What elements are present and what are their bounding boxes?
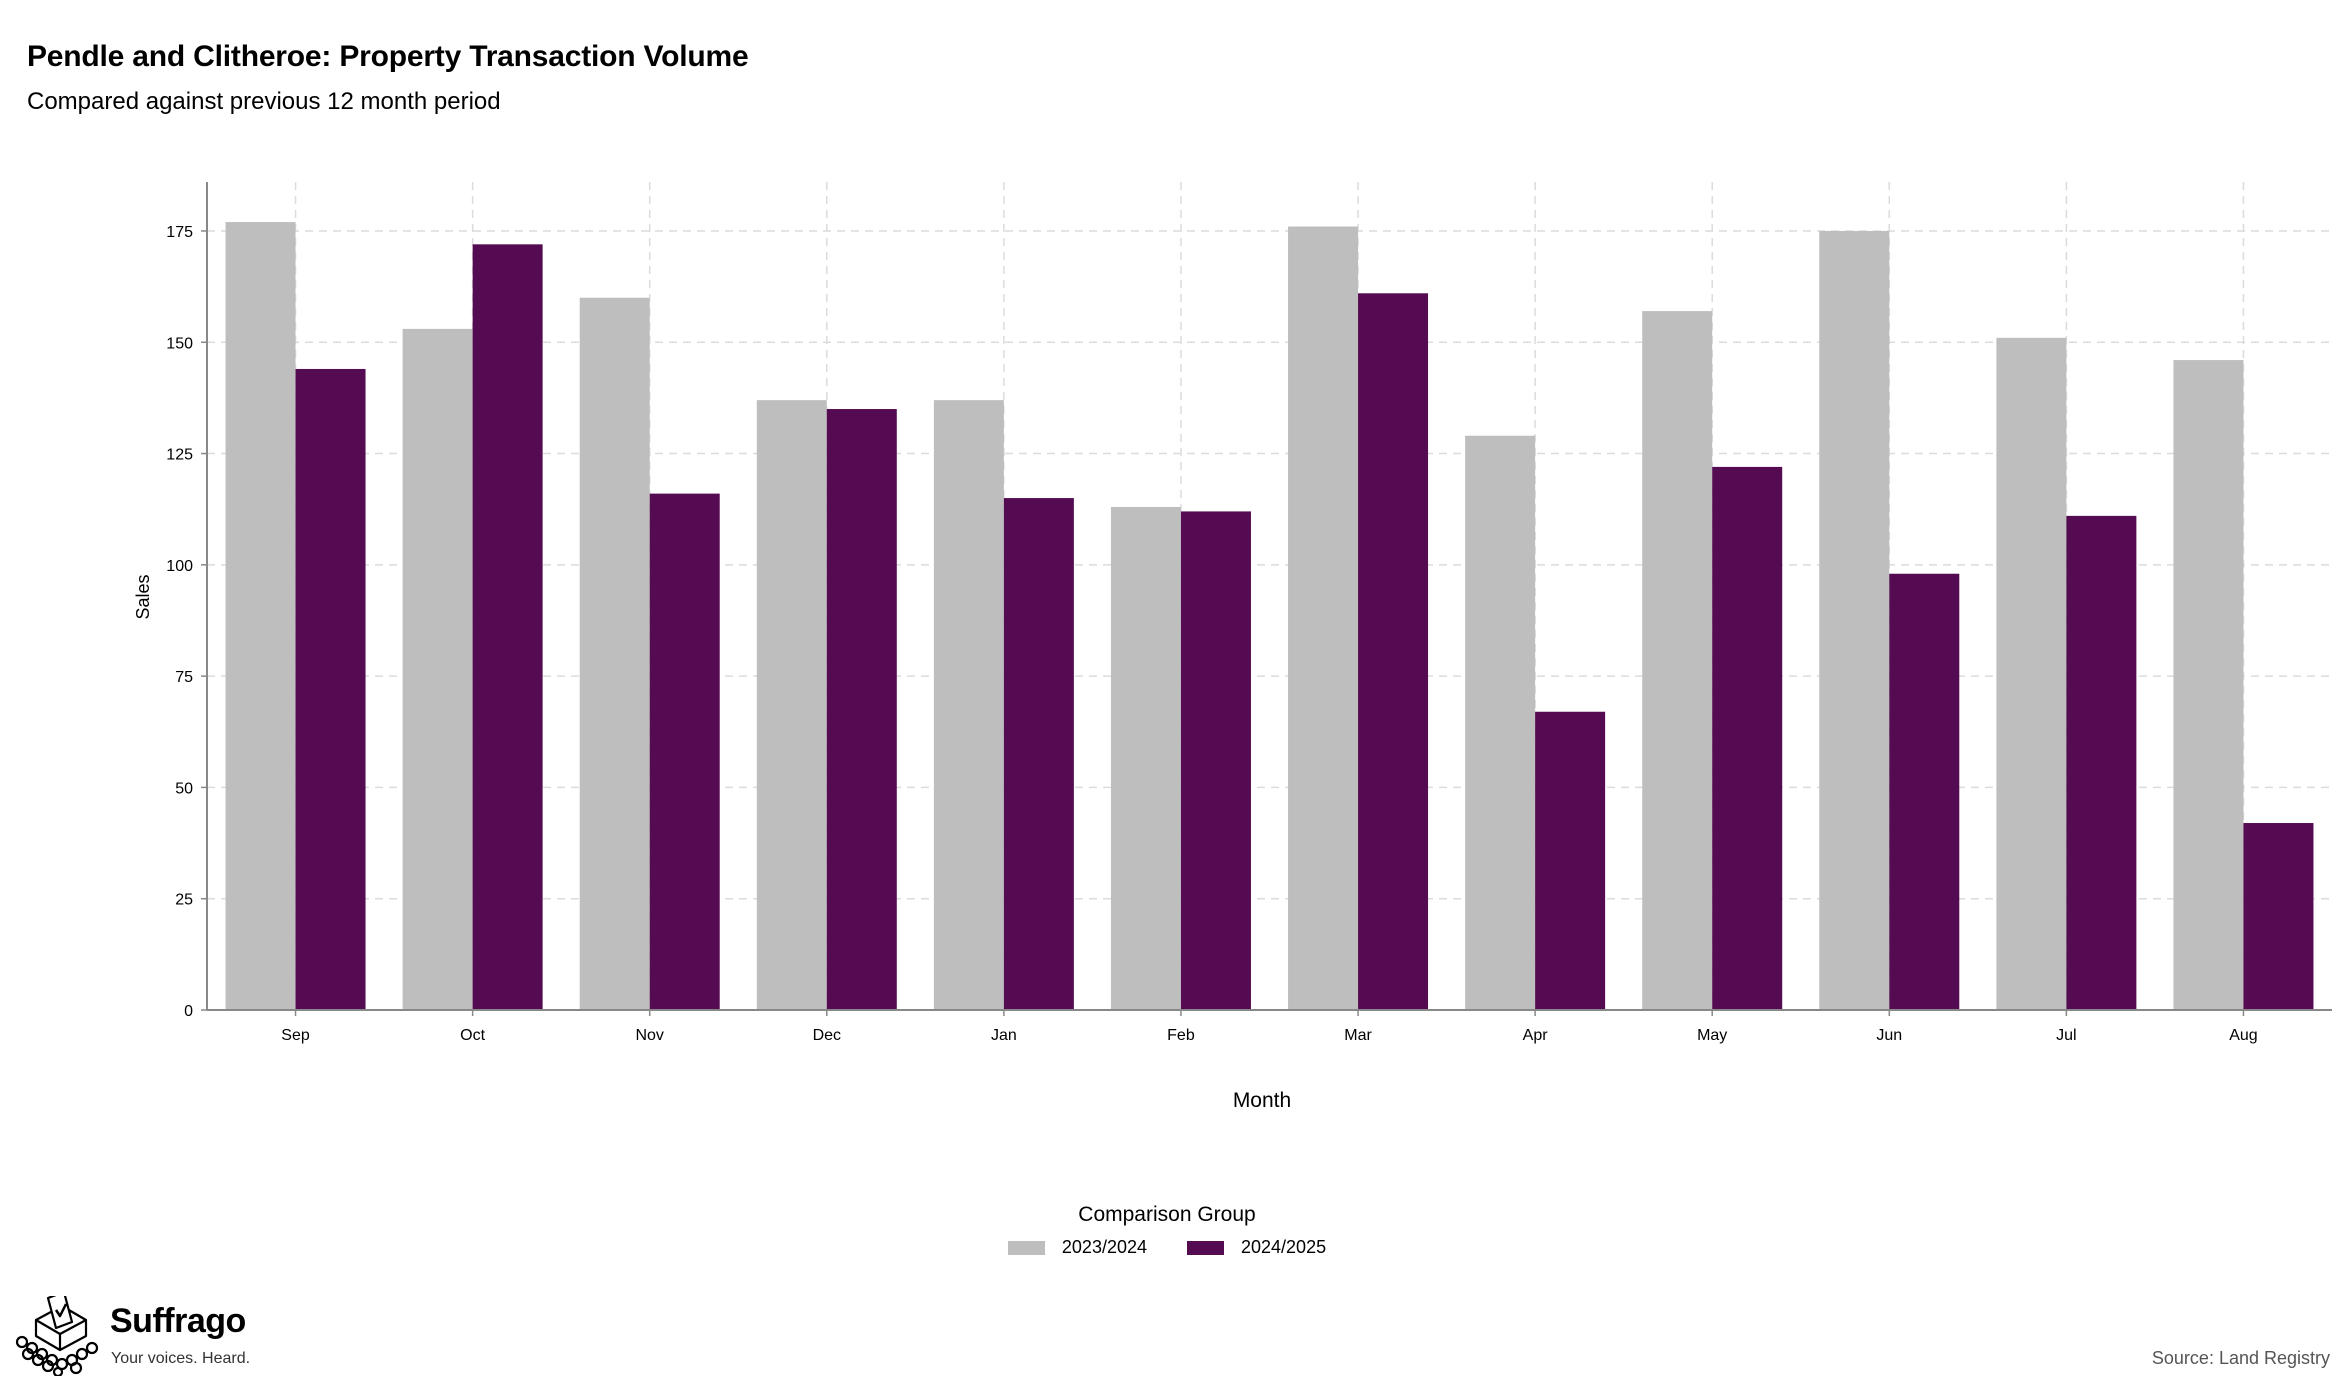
bar-2024-2025-may [1712, 466, 1783, 1011]
x-tick-label: Jul [2056, 1027, 2076, 1044]
legend-items: 2023/2024 2024/2025 [0, 1237, 2334, 1258]
bar-2023-2024-oct [402, 328, 473, 1011]
x-tick-label: Nov [635, 1027, 663, 1044]
bar-2024-2025-jan [1003, 498, 1074, 1010]
x-tick-label: Jun [1876, 1027, 1902, 1044]
bar-2023-2024-feb [1110, 506, 1181, 1010]
x-tick-label: Sep [281, 1027, 310, 1044]
x-tick-label: Oct [460, 1027, 485, 1044]
bar-2024-2025-nov [649, 493, 720, 1010]
brand-tagline: Your voices. Heard. [111, 1350, 251, 1367]
legend-title: Comparison Group [1078, 1203, 1256, 1226]
y-tick-label: 175 [166, 224, 193, 241]
legend-swatch-2023-2024 [1007, 1240, 1045, 1255]
bar-2024-2025-apr [1535, 711, 1606, 1010]
bar-2023-2024-jan [933, 400, 1004, 1010]
tick-labels: 0 25 50 75 100 125 150 175 Sep Oct Nov Dec Jan Feb Mar… [166, 224, 2257, 1044]
bar-2023-2024-jun [1819, 230, 1890, 1010]
bar-2024-2025-feb [1180, 511, 1251, 1010]
legend-swatch-2024-2025 [1187, 1240, 1224, 1255]
x-tick-label: Aug [2229, 1027, 2257, 1044]
y-tick-label: 75 [175, 669, 193, 686]
bar-2024-2025-mar [1358, 293, 1429, 1011]
y-tick-label: 50 [175, 780, 193, 797]
y-tick-label: 25 [175, 892, 193, 909]
y-tick-label: 100 [166, 558, 193, 575]
bar-2024-2025-dec [826, 409, 897, 1011]
x-tick-label: May [1697, 1027, 1727, 1044]
bar-2023-2024-aug [2173, 360, 2244, 1010]
bar-2023-2024-mar [1288, 226, 1359, 1011]
chart-subtitle: Compared against previous 12 month perio… [27, 88, 501, 115]
y-tick-label: 150 [166, 335, 193, 352]
ballot-box-icon [15, 1296, 99, 1376]
chart-title: Pendle and Clitheroe: Property Transacti… [27, 40, 749, 73]
brand-name: Suffrago [110, 1302, 246, 1340]
y-axis-title: Sales [133, 574, 153, 619]
x-tick-label: Dec [813, 1027, 841, 1044]
bar-2023-2024-dec [756, 400, 827, 1010]
bar-2024-2025-oct [472, 244, 543, 1011]
y-tick-label: 125 [166, 447, 193, 464]
bar-2024-2025-jun [1889, 573, 1960, 1010]
legend-item-2024-2025: 2024/2025 [1187, 1237, 1326, 1258]
axes [201, 182, 2332, 1016]
bar-2023-2024-nov [579, 297, 650, 1010]
x-tick-label: Jan [991, 1027, 1017, 1044]
legend-label-2023-2024: 2023/2024 [1061, 1237, 1147, 1257]
x-tick-label: Feb [1167, 1027, 1195, 1044]
bar-2023-2024-jul [1996, 337, 2067, 1010]
legend-item-2023-2024: 2023/2024 [1007, 1237, 1147, 1258]
bar-2024-2025-aug [2243, 823, 2314, 1010]
y-tick-label: 0 [184, 1003, 193, 1020]
bar-2023-2024-sep [225, 222, 296, 1010]
bar-2024-2025-sep [295, 368, 366, 1010]
x-axis-title: Month [1233, 1089, 1291, 1112]
bar-chart: 0 25 50 75 100 125 150 175 Sep Oct Nov Dec Jan Feb Mar… [133, 182, 2332, 1112]
bar-2023-2024-may [1642, 311, 1713, 1010]
legend: Comparison Group 2023/2024 2024/2025 [0, 1203, 2334, 1258]
x-tick-label: Mar [1344, 1027, 1372, 1044]
bar-2023-2024-apr [1465, 435, 1536, 1010]
legend-label-2024-2025: 2024/2025 [1241, 1237, 1327, 1257]
bar-2024-2025-jul [2066, 515, 2137, 1010]
source-note: Source: Land Registry [2151, 1348, 2330, 1368]
x-tick-label: Apr [1523, 1027, 1549, 1044]
bars [225, 222, 2314, 1011]
